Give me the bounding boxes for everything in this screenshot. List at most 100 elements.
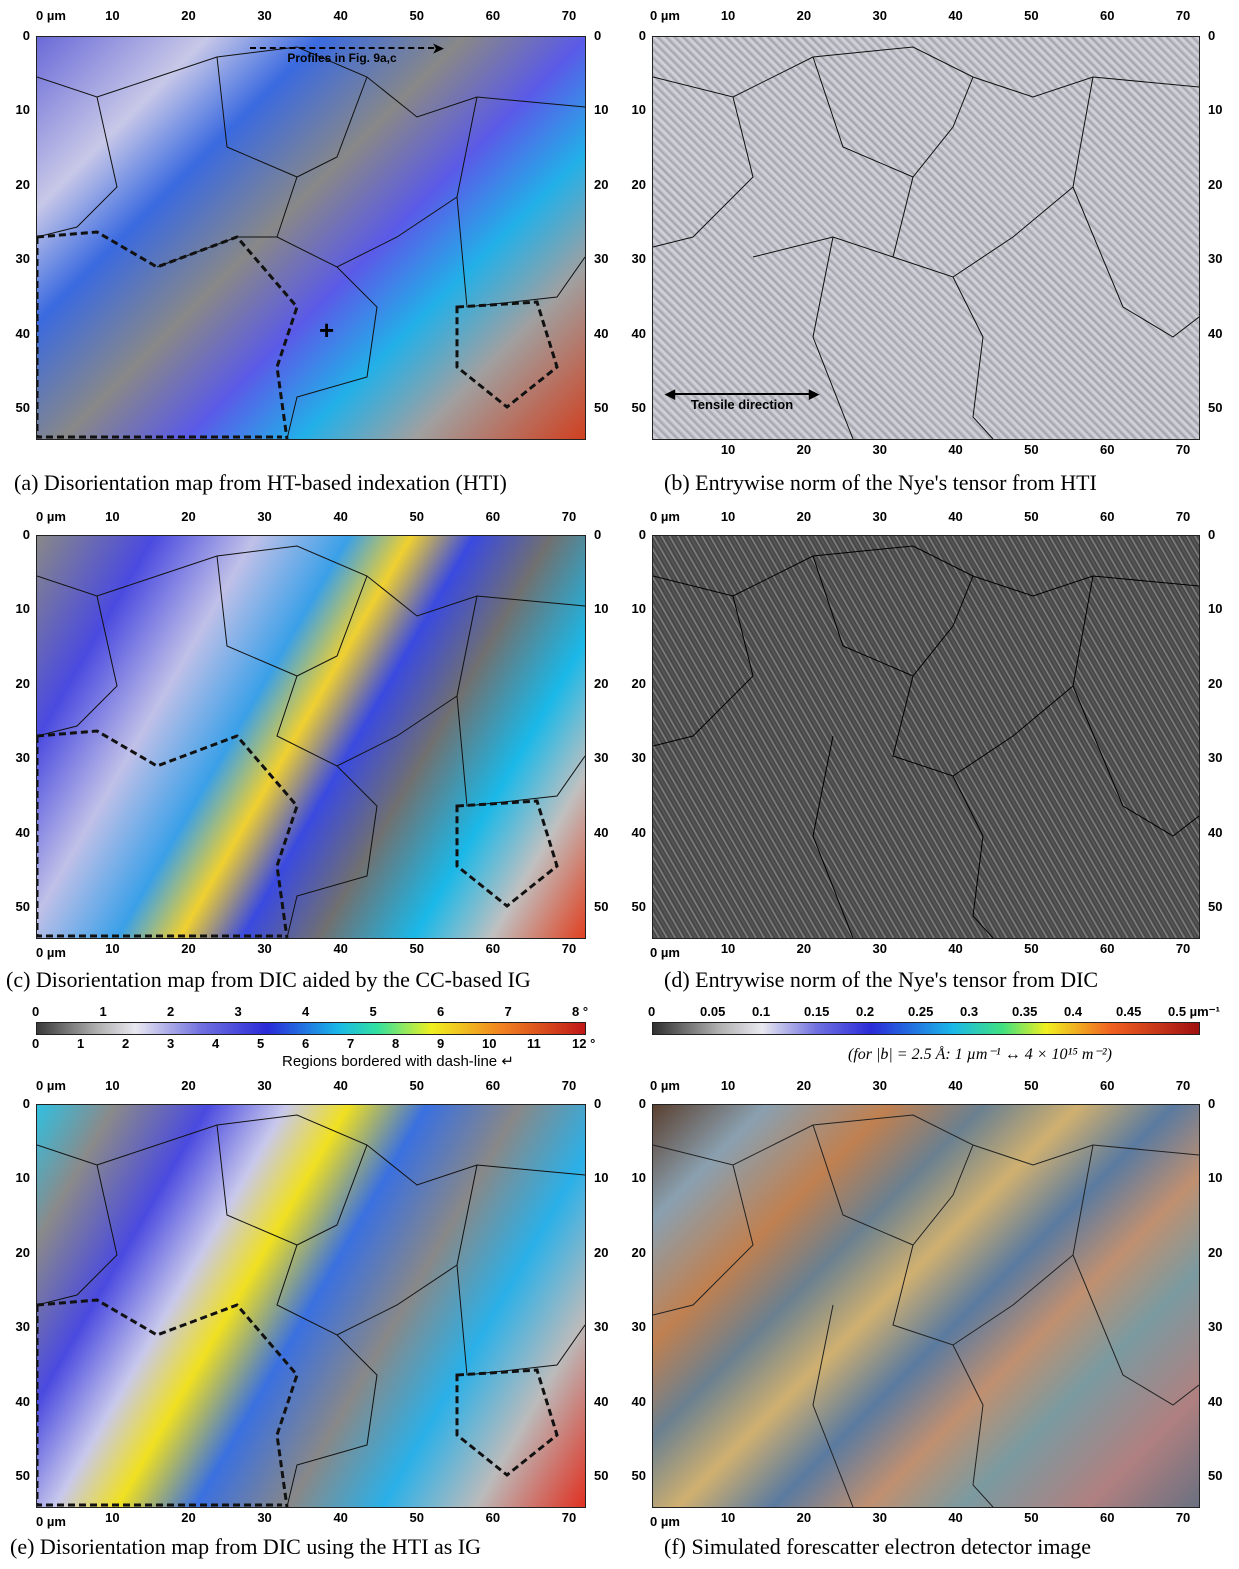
disorientation-map-hti: ➤ Profiles in Fig. 9a,c + bbox=[36, 36, 586, 440]
y-tick-label-left: 0 bbox=[22, 1096, 30, 1111]
x-tick-label: 50 bbox=[1024, 941, 1039, 956]
y-tick-label-right: 10 bbox=[594, 102, 609, 118]
x-tick-label: 70 bbox=[561, 8, 577, 23]
x-tick-label: 50 bbox=[409, 8, 425, 23]
x-tick-label: 70 bbox=[1175, 941, 1191, 956]
y-tick-label-right: 10 bbox=[1208, 1170, 1223, 1186]
colorbar-tick-label: 0 bbox=[32, 1004, 40, 1019]
x-tick-label: 10 bbox=[720, 509, 736, 524]
x-tick-label: 20 bbox=[796, 8, 812, 23]
y-tick-label-right: 40 bbox=[594, 325, 609, 341]
y-tick-label-right: 30 bbox=[1208, 251, 1223, 267]
colorbar-tick-label: 4 bbox=[212, 1036, 220, 1051]
x-tick-label: 30 bbox=[872, 1078, 887, 1093]
grain-boundaries bbox=[653, 1114, 1199, 1507]
x-axis-origin-label: 0 µm bbox=[650, 1078, 680, 1093]
y-tick-label-right: 20 bbox=[1208, 675, 1223, 691]
x-tick-label: 20 bbox=[796, 1510, 812, 1525]
colorbar-tick-label: 9 bbox=[437, 1036, 445, 1051]
colorbar-tick-label: 7 bbox=[347, 1036, 355, 1051]
dash-line-note: Regions bordered with dash-line ↵ bbox=[282, 1053, 514, 1070]
colorbar-tick-label: 0.5 µm⁻¹ bbox=[1168, 1004, 1220, 1019]
y-tick-label-left: 40 bbox=[631, 1393, 646, 1409]
y-tick-label-right: 50 bbox=[594, 1468, 609, 1484]
x-tick-label: 50 bbox=[1024, 1078, 1039, 1093]
x-tick-label: 40 bbox=[948, 509, 963, 524]
panel-c: 0 µm 0 µm (c) Disorientation map from DI… bbox=[0, 505, 620, 1000]
colorbar-tick-label: 2 bbox=[167, 1004, 175, 1019]
colorbar-tick-label: 3 bbox=[167, 1036, 175, 1051]
x-tick-label: 30 bbox=[872, 509, 887, 524]
colorbar-tick-label: 0.45 bbox=[1116, 1004, 1142, 1019]
x-tick-label: 20 bbox=[181, 509, 196, 524]
x-tick-label: 30 bbox=[872, 941, 887, 956]
x-tick-label: 40 bbox=[333, 1510, 348, 1525]
x-tick-label: 70 bbox=[1175, 8, 1191, 23]
x-axis-origin-label: 0 µm bbox=[650, 8, 680, 23]
y-tick-label-left: 50 bbox=[631, 899, 646, 915]
y-tick-label-right: 50 bbox=[594, 899, 609, 915]
y-tick-label-left: 0 bbox=[22, 28, 30, 43]
panel-d: 0 µm 0 µm (d) Entrywise norm of the Nye'… bbox=[620, 505, 1239, 1000]
x-tick-label: 60 bbox=[1100, 442, 1115, 457]
y-tick-label-right: 40 bbox=[1208, 824, 1223, 840]
colorbar-tick-label: 3 bbox=[234, 1004, 242, 1019]
x-tick-label: 70 bbox=[561, 941, 577, 956]
x-tick-label: 70 bbox=[1175, 509, 1191, 524]
colorbar-tick-label: 6 bbox=[302, 1036, 310, 1051]
y-tick-label-left: 20 bbox=[15, 675, 30, 691]
y-tick-label-left: 40 bbox=[631, 824, 646, 840]
y-tick-label-left: 40 bbox=[15, 325, 30, 341]
arrow-left-icon: ◀ bbox=[665, 386, 675, 401]
y-tick-label-left: 50 bbox=[631, 400, 646, 416]
x-tick-label: 40 bbox=[333, 1078, 348, 1093]
nye-tensor-map-hti: ◀ ▶ Tensile direction bbox=[652, 36, 1200, 440]
colorbar-nye: 0 0.05 0.1 0.15 0.2 0.25 0.3 0.35 0.4 0.45 0.5 µm⁻… bbox=[620, 1000, 1239, 1072]
x-tick-label: 10 bbox=[720, 1510, 736, 1525]
colorbar-tick-label: 5 bbox=[257, 1036, 265, 1051]
y-tick-label-left: 30 bbox=[631, 251, 646, 267]
x-tick-label: 50 bbox=[1024, 442, 1039, 457]
y-tick-label-right: 20 bbox=[1208, 176, 1223, 192]
y-tick-label-left: 20 bbox=[15, 1244, 30, 1260]
colorbar-tick-label: 10 bbox=[482, 1036, 497, 1051]
x-tick-label: 60 bbox=[485, 509, 501, 524]
colorbar-tick-label: 1 bbox=[99, 1004, 107, 1019]
y-tick-label-left: 50 bbox=[15, 899, 30, 915]
y-tick-label-right: 10 bbox=[1208, 102, 1223, 118]
y-tick-label-right: 0 bbox=[594, 1096, 602, 1111]
nye-tensor-map-dic bbox=[652, 535, 1200, 939]
colorbar-tick-label: 0.25 bbox=[908, 1004, 934, 1019]
y-tick-label-right: 50 bbox=[594, 400, 609, 416]
y-tick-label-left: 10 bbox=[631, 601, 646, 617]
x-tick-label: 30 bbox=[257, 509, 272, 524]
y-tick-label-right: 40 bbox=[1208, 1393, 1223, 1409]
x-tick-label: 50 bbox=[1024, 509, 1039, 524]
x-tick-label: 60 bbox=[1100, 1078, 1115, 1093]
colorbar-tick-label: 12 ° bbox=[572, 1036, 596, 1051]
y-tick-label-right: 10 bbox=[594, 601, 609, 617]
y-tick-label-right: 0 bbox=[1208, 527, 1216, 542]
x-tick-label: 60 bbox=[1100, 509, 1115, 524]
grain-boundaries bbox=[653, 46, 1199, 439]
x-tick-label: 40 bbox=[948, 1078, 963, 1093]
x-tick-label: 10 bbox=[720, 941, 736, 956]
x-tick-label: 50 bbox=[409, 941, 425, 956]
x-tick-label: 60 bbox=[1100, 941, 1115, 956]
y-tick-label-left: 30 bbox=[631, 750, 646, 766]
y-tick-label-right: 20 bbox=[594, 675, 609, 691]
y-tick-label-left: 30 bbox=[15, 750, 30, 766]
panel-f-caption: (f) Simulated forescatter electron detec… bbox=[664, 1534, 1091, 1559]
colorbar-tick-label: 5 bbox=[369, 1004, 377, 1019]
x-tick-label: 10 bbox=[105, 941, 120, 956]
y-tick-label-left: 40 bbox=[15, 824, 30, 840]
colorbar-tick-label: 0 bbox=[648, 1004, 656, 1019]
colorbar-tick-label: 8 ° bbox=[572, 1004, 589, 1019]
panel-d-caption: (d) Entrywise norm of the Nye's tensor f… bbox=[664, 967, 1099, 992]
y-tick-label-left: 20 bbox=[631, 176, 646, 192]
y-tick-label-right: 20 bbox=[1208, 1244, 1223, 1260]
x-tick-label: 20 bbox=[181, 1510, 196, 1525]
y-tick-label-left: 0 bbox=[638, 527, 646, 542]
x-tick-label: 60 bbox=[1100, 1510, 1115, 1525]
x-tick-label: 60 bbox=[485, 941, 501, 956]
